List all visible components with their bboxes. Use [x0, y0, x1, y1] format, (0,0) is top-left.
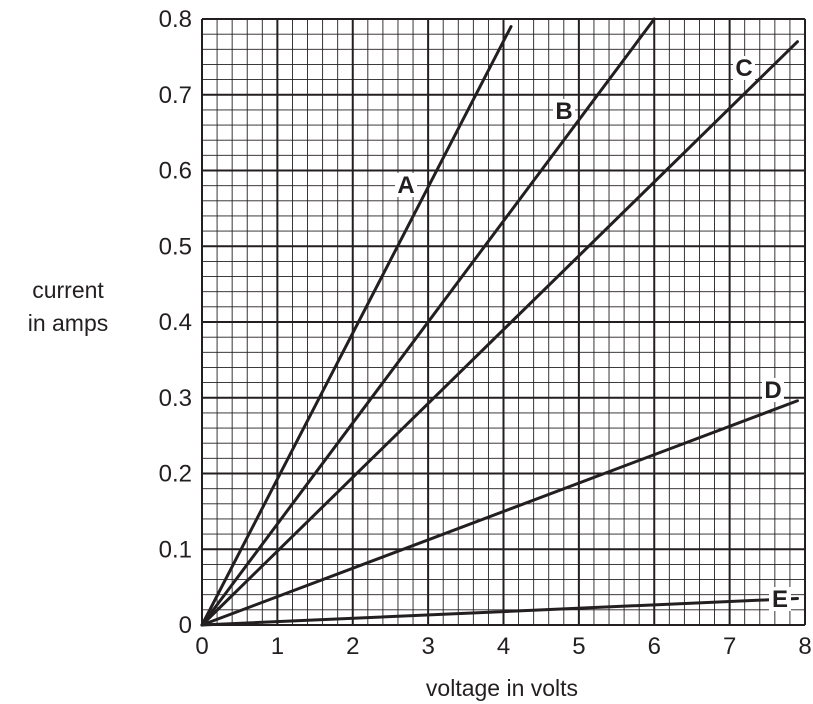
y-axis-title-line-1: current [32, 277, 104, 303]
y-tick-label: 0 [179, 612, 192, 639]
series-label-b: B [555, 98, 572, 125]
x-tick-label: 1 [271, 633, 284, 660]
series-line-b [200, 17, 656, 627]
series-lines [200, 17, 799, 627]
x-tick-labels: 0 1 2 3 4 5 6 7 8 [195, 633, 811, 660]
x-tick-label: 4 [497, 633, 510, 660]
series-label-d: D [764, 377, 781, 404]
series-label-bg [733, 56, 755, 80]
major-grid [201, 18, 806, 626]
y-tick-label: 0.4 [159, 309, 192, 336]
x-tick-label: 5 [572, 633, 585, 660]
series-label-bg [395, 173, 417, 197]
y-tick-label: 0.5 [159, 233, 192, 260]
x-tick-label: 7 [723, 633, 736, 660]
series-labels: A B C D E [395, 55, 791, 613]
y-tick-label: 0.7 [159, 82, 192, 109]
y-tick-label: 0.8 [159, 6, 192, 33]
series-label-bg [553, 99, 575, 123]
series-label-c: C [735, 55, 752, 82]
series-label-e: E [772, 586, 788, 613]
series-label-bg [762, 378, 784, 402]
x-tick-label: 6 [648, 633, 661, 660]
y-tick-labels: 0 0.1 0.2 0.3 0.4 0.5 0.6 0.7 0.8 [159, 6, 192, 639]
series-label-bg [769, 587, 791, 611]
x-tick-label: 3 [421, 633, 434, 660]
series-line-d [200, 399, 799, 627]
y-axis-title-line-2: in amps [28, 310, 109, 336]
y-tick-label: 0.2 [159, 461, 192, 488]
x-tick-label: 0 [195, 633, 208, 660]
series-line-c [200, 40, 799, 627]
series-line-a [200, 25, 513, 627]
y-tick-label: 0.1 [159, 536, 192, 563]
series-label-a: A [397, 172, 414, 199]
x-tick-label: 2 [346, 633, 359, 660]
y-tick-label: 0.3 [159, 385, 192, 412]
x-axis-title: voltage in volts [426, 675, 578, 701]
x-tick-label: 8 [798, 633, 811, 660]
series-line-e [200, 596, 799, 627]
y-tick-label: 0.6 [159, 158, 192, 185]
